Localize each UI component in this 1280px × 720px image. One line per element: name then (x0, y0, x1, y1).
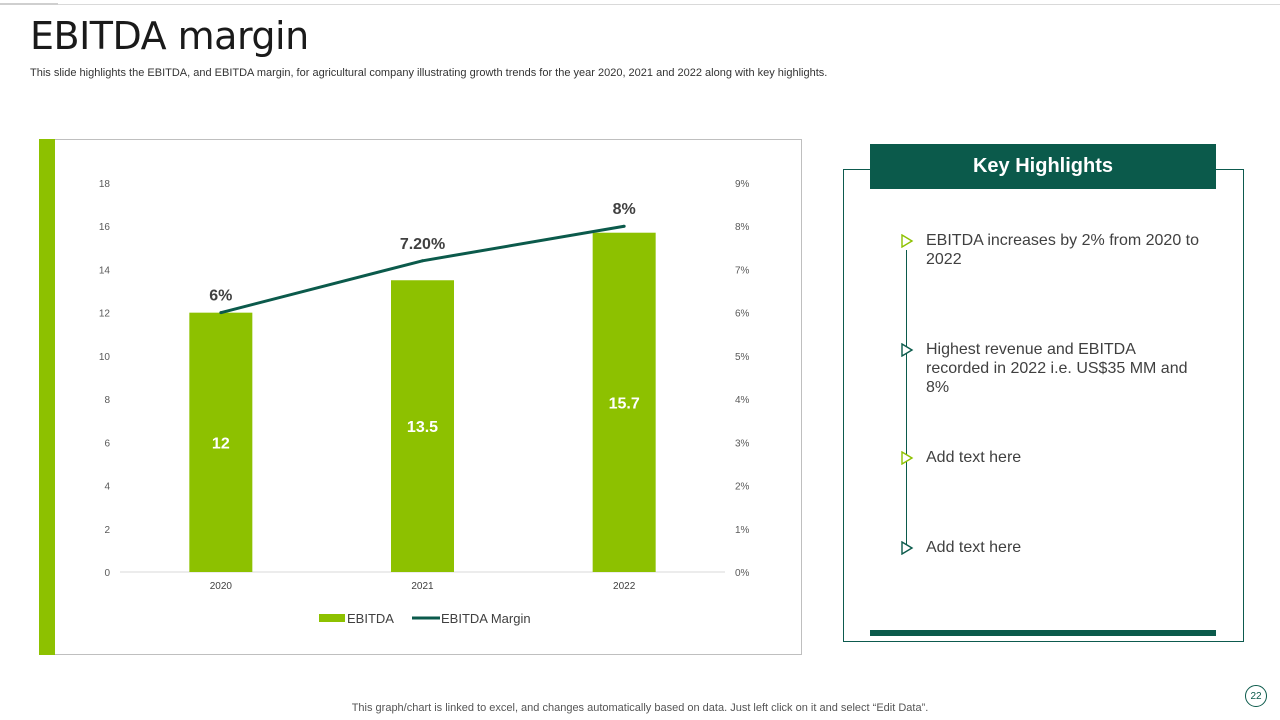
y-left-tick-label: 2 (104, 525, 110, 536)
y-right-tick-label: 7% (735, 265, 750, 276)
y-right-tick-label: 0% (735, 568, 750, 579)
y-right-tick-label: 5% (735, 352, 750, 363)
y-left-tick-label: 14 (99, 265, 111, 276)
y-right-tick-label: 9% (735, 179, 750, 190)
legend-swatch-ebitda (319, 614, 345, 622)
page-number: 22 (1245, 685, 1267, 707)
highlights-footer-bar (870, 630, 1216, 636)
top-rule (0, 4, 1280, 5)
highlight-item: Add text here (900, 538, 1200, 557)
page-title: EBITDA margin (30, 14, 309, 58)
line-value-label: 6% (209, 288, 232, 305)
legend-label-margin: EBITDA Margin (441, 611, 531, 626)
y-right-tick-label: 8% (735, 222, 750, 233)
triangle-right-outline-icon (901, 541, 914, 555)
highlight-item: EBITDA increases by 2% from 2020 to 2022 (900, 231, 1200, 269)
highlight-text: Add text here (926, 449, 1022, 466)
y-right-tick-label: 6% (735, 309, 750, 320)
legend-label-ebitda: EBITDA (347, 611, 394, 626)
highlights-header: Key Highlights (870, 144, 1216, 189)
x-tick-label: 2021 (411, 581, 434, 592)
y-left-tick-label: 12 (99, 309, 111, 320)
y-right-tick-label: 4% (735, 395, 750, 406)
highlight-text: Add text here (926, 539, 1022, 556)
page-subtitle: This slide highlights the EBITDA, and EB… (30, 67, 828, 79)
bar-value-label: 13.5 (407, 419, 438, 436)
highlight-text: Highest revenue and EBITDA recorded in 2… (926, 341, 1188, 396)
y-left-tick-label: 18 (99, 179, 111, 190)
triangle-right-outline-icon (901, 451, 914, 465)
bar-value-label: 12 (212, 435, 230, 452)
y-right-tick-label: 2% (735, 482, 750, 493)
line-point (622, 224, 626, 228)
y-left-tick-label: 10 (99, 352, 111, 363)
chart-accent-bar (39, 139, 55, 655)
top-rule-accent (0, 3, 58, 5)
bar-ebitda (592, 232, 656, 572)
x-tick-label: 2020 (210, 581, 233, 592)
highlights-timeline (906, 250, 907, 547)
footnote: This graph/chart is linked to excel, and… (351, 702, 929, 714)
y-right-tick-label: 3% (735, 438, 750, 449)
y-left-tick-label: 8 (104, 395, 110, 406)
line-point (219, 311, 223, 315)
y-left-tick-label: 0 (104, 568, 110, 579)
y-right-tick-label: 1% (735, 525, 750, 536)
triangle-right-outline-icon (901, 343, 914, 357)
bar-ebitda (189, 312, 253, 572)
bar-ebitda (391, 280, 454, 572)
highlight-item: Add text here (900, 448, 1200, 467)
y-left-tick-label: 16 (99, 222, 111, 233)
x-tick-label: 2022 (613, 581, 636, 592)
triangle-right-outline-icon (901, 234, 914, 248)
line-point (421, 259, 424, 263)
line-value-label: 8% (613, 201, 636, 218)
bar-value-label: 15.7 (609, 395, 640, 412)
highlight-text: EBITDA increases by 2% from 2020 to 2022 (926, 232, 1200, 268)
highlights-box (843, 169, 1244, 642)
highlight-item: Highest revenue and EBITDA recorded in 2… (900, 340, 1200, 397)
line-value-label: 7.20% (400, 236, 445, 253)
y-left-tick-label: 4 (104, 482, 110, 493)
y-left-tick-label: 6 (104, 438, 110, 449)
